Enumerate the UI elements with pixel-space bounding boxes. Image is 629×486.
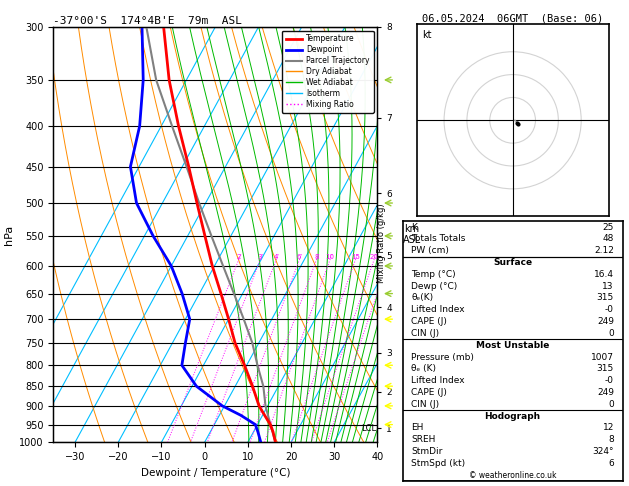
Text: CAPE (J): CAPE (J) (411, 317, 447, 326)
Text: 0: 0 (608, 329, 614, 338)
Text: Surface: Surface (493, 258, 532, 267)
Text: Most Unstable: Most Unstable (476, 341, 549, 350)
Text: 0: 0 (608, 400, 614, 409)
Text: 48: 48 (603, 234, 614, 243)
Text: 25: 25 (603, 223, 614, 231)
Text: θₑ (K): θₑ (K) (411, 364, 437, 373)
Text: 249: 249 (597, 317, 614, 326)
Text: PW (cm): PW (cm) (411, 246, 449, 255)
Text: CIN (J): CIN (J) (411, 400, 440, 409)
Text: 10: 10 (325, 254, 335, 260)
Legend: Temperature, Dewpoint, Parcel Trajectory, Dry Adiabat, Wet Adiabat, Isotherm, Mi: Temperature, Dewpoint, Parcel Trajectory… (282, 31, 374, 113)
Text: 8: 8 (314, 254, 318, 260)
Text: Lifted Index: Lifted Index (411, 376, 465, 385)
Text: CAPE (J): CAPE (J) (411, 388, 447, 397)
Text: EH: EH (411, 423, 424, 433)
Text: 16.4: 16.4 (594, 270, 614, 279)
Text: 6: 6 (297, 254, 301, 260)
Text: 2.12: 2.12 (594, 246, 614, 255)
Text: 315: 315 (597, 364, 614, 373)
Text: 06.05.2024  06GMT  (Base: 06): 06.05.2024 06GMT (Base: 06) (422, 14, 603, 24)
Text: 20: 20 (369, 254, 378, 260)
Text: Mixing Ratio (g/kg): Mixing Ratio (g/kg) (377, 203, 386, 283)
Text: Totals Totals: Totals Totals (411, 234, 465, 243)
Text: Dewp (°C): Dewp (°C) (411, 281, 458, 291)
Text: Hodograph: Hodograph (484, 412, 541, 421)
Text: K: K (411, 223, 417, 231)
Text: StmSpd (kt): StmSpd (kt) (411, 459, 465, 468)
Y-axis label: km
ASL: km ASL (403, 224, 421, 245)
Text: 12: 12 (603, 423, 614, 433)
Text: SREH: SREH (411, 435, 436, 444)
Text: 8: 8 (608, 435, 614, 444)
Text: © weatheronline.co.uk: © weatheronline.co.uk (469, 471, 557, 480)
Text: 4: 4 (274, 254, 278, 260)
X-axis label: Dewpoint / Temperature (°C): Dewpoint / Temperature (°C) (141, 468, 290, 478)
Text: Temp (°C): Temp (°C) (411, 270, 456, 279)
Text: 315: 315 (597, 294, 614, 302)
Text: StmDir: StmDir (411, 447, 443, 456)
Text: 6: 6 (608, 459, 614, 468)
Text: -0: -0 (605, 376, 614, 385)
Text: 1007: 1007 (591, 352, 614, 362)
Text: 15: 15 (351, 254, 360, 260)
Text: -0: -0 (605, 305, 614, 314)
Text: CIN (J): CIN (J) (411, 329, 440, 338)
Text: 3: 3 (258, 254, 262, 260)
Text: 324°: 324° (593, 447, 614, 456)
Text: 249: 249 (597, 388, 614, 397)
Text: Pressure (mb): Pressure (mb) (411, 352, 474, 362)
Text: θₑ(K): θₑ(K) (411, 294, 433, 302)
Text: Lifted Index: Lifted Index (411, 305, 465, 314)
Text: 2: 2 (237, 254, 241, 260)
Text: kt: kt (423, 30, 432, 40)
Text: -37°00'S  174°4B'E  79m  ASL: -37°00'S 174°4B'E 79m ASL (53, 16, 242, 26)
Text: LCL: LCL (361, 424, 376, 433)
Y-axis label: hPa: hPa (4, 225, 14, 244)
Text: 13: 13 (603, 281, 614, 291)
